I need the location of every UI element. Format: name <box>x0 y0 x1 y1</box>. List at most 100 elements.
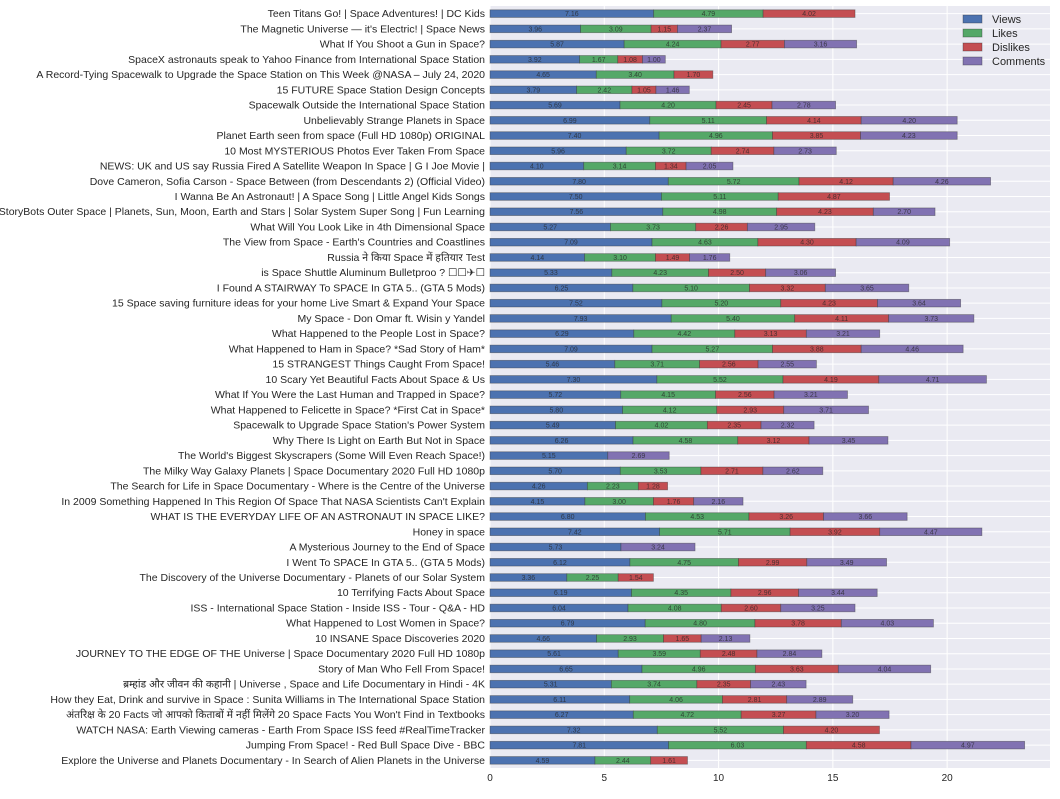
bar-segment-comments <box>642 55 666 64</box>
bar-row: 3.36 2.25 1.54 <box>489 573 654 582</box>
bar-value-label: 2.35 <box>717 682 731 689</box>
bar-segment-dislikes <box>777 192 890 201</box>
y-tick-label: The View from Space - Earth's Countries … <box>223 237 485 249</box>
bar-row: 5.61 3.59 2.48 2.84 <box>489 649 823 658</box>
bar-value-label: 3.40 <box>628 72 642 79</box>
bar-row: 6.65 4.96 3.63 4.04 <box>489 664 932 673</box>
bar-value-label: 2.84 <box>783 651 797 658</box>
bar-row: 6.11 4.06 2.81 2.89 <box>489 695 854 704</box>
bar-segment-comments <box>765 268 837 277</box>
y-tick-label: What Happened to the People Lost in Spac… <box>272 328 485 340</box>
bar-value-label: 2.16 <box>712 499 726 506</box>
bar-value-label: 4.30 <box>800 240 814 247</box>
bar-value-label: 1.61 <box>662 758 676 765</box>
bar-value-label: 1.76 <box>703 255 717 262</box>
bar-value-label: 4.58 <box>679 438 693 445</box>
bar-row: 7.40 4.96 3.85 4.23 <box>489 131 958 140</box>
bar-value-label: 2.26 <box>715 224 729 231</box>
bar-value-label: 5.27 <box>543 224 557 231</box>
bar-value-label: 1.46 <box>666 87 680 94</box>
bar-row: 6.79 4.80 3.78 4.03 <box>489 619 934 628</box>
bar-value-label: 6.29 <box>555 331 569 338</box>
bar-segment-dislikes <box>789 527 881 536</box>
y-tick-label: Spacewalk to Upgrade Space Station's Pow… <box>233 420 485 432</box>
bar-value-label: 4.02 <box>802 11 816 18</box>
bar-segment-comments <box>607 451 670 460</box>
bar-segment-comments <box>855 238 951 247</box>
x-tick-label: 0 <box>487 773 493 784</box>
legend-label: Likes <box>992 28 1018 40</box>
bar-segment-comments <box>750 679 807 689</box>
bar-value-label: 2.44 <box>616 758 630 765</box>
bar-value-label: 4.26 <box>532 484 546 491</box>
y-tick-label: The Discovery of the Universe Documentar… <box>140 572 486 584</box>
bar-value-label: 4.06 <box>669 697 683 704</box>
bar-value-label: 3.92 <box>828 529 842 536</box>
y-tick-label: 15 FUTURE Space Station Design Concepts <box>277 84 485 96</box>
y-tick-label: The Milky Way Galaxy Planets | Space Doc… <box>143 465 485 477</box>
bar-segment-comments <box>860 131 958 140</box>
bar-value-label: 2.43 <box>772 682 786 689</box>
bar-value-label: 6.99 <box>563 118 577 125</box>
bar-segment-dislikes <box>637 481 668 491</box>
bar-value-label: 4.14 <box>807 118 821 125</box>
bar-value-label: 2.93 <box>743 407 757 414</box>
bar-segment-dislikes <box>783 725 880 735</box>
bar-value-label: 1.65 <box>676 636 690 643</box>
bar-row: 4.10 3.14 1.34 2.05 <box>489 161 734 171</box>
bar-value-label: 4.15 <box>661 392 675 399</box>
bar-value-label: 3.26 <box>779 514 793 521</box>
bar-segment-comments <box>762 466 824 476</box>
bar-value-label: 7.52 <box>569 301 583 308</box>
y-tick-label: Explore the Universe and Planets Documen… <box>61 755 485 767</box>
bar-segment-comments <box>783 405 869 415</box>
bar-row: 5.70 3.53 2.71 2.62 <box>489 466 824 476</box>
bar-value-label: 4.46 <box>905 346 919 353</box>
y-tick-label: Russia ने किया Space में हतियार Test <box>327 251 485 264</box>
bar-value-label: 1.54 <box>629 575 643 582</box>
bar-value-label: 3.73 <box>646 224 660 231</box>
bar-value-label: 4.09 <box>896 240 910 247</box>
legend-swatch <box>962 28 983 38</box>
bar-segment-comments <box>805 329 881 338</box>
y-tick-label: Story of Man Who Fell From Space! <box>318 663 485 675</box>
y-tick-label: The World's Biggest Skyscrapers (Some Wi… <box>178 450 485 462</box>
bar-row: 4.59 2.44 1.61 <box>489 756 688 765</box>
bar-row: 5.49 4.02 2.35 2.32 <box>489 420 815 430</box>
bar-value-label: 1.15 <box>657 26 671 33</box>
bar-value-label: 6.25 <box>555 285 569 292</box>
bar-value-label: 4.79 <box>702 11 716 18</box>
y-tick-label: 10 Terrifying Facts About Space <box>337 587 485 599</box>
bar-value-label: 4.65 <box>536 72 550 79</box>
bar-value-label: 4.24 <box>666 42 680 49</box>
bar-value-label: 3.88 <box>810 346 824 353</box>
y-tick-label: WHAT IS THE EVERYDAY LIFE OF AN ASTRONAU… <box>150 511 485 523</box>
bar-row: 4.14 3.10 1.49 1.76 <box>489 253 731 262</box>
bar-segment-comments <box>760 420 815 430</box>
y-tick-label: Why There Is Light on Earth But Not in S… <box>273 435 485 447</box>
bar-value-label: 2.37 <box>698 26 712 33</box>
bar-value-label: 4.20 <box>661 103 675 110</box>
y-tick-label: ब्रम्हांड और जीवन की कहानी | Universe , … <box>123 678 485 691</box>
bar-value-label: 2.89 <box>813 697 827 704</box>
bar-value-label: 4.04 <box>878 666 892 673</box>
y-tick-label: Honey in space <box>413 526 486 538</box>
bar-segment-views <box>489 253 586 262</box>
bar-value-label: 5.15 <box>542 453 556 460</box>
bar-value-label: 3.96 <box>528 26 542 33</box>
bar-value-label: 7.93 <box>574 316 588 323</box>
y-tick-label: 15 STRANGEST Things Caught From Space! <box>272 359 485 371</box>
y-tick-label: What If You Shoot a Gun in Space? <box>320 39 485 51</box>
bar-value-label: 4.02 <box>655 423 669 430</box>
bar-segment-comments <box>860 116 958 125</box>
bar-row: 5.15 2.69 <box>489 451 670 460</box>
bar-segment-comments <box>892 177 991 186</box>
bar-value-label: 3.72 <box>662 148 676 155</box>
bar-segment-comments <box>860 344 964 354</box>
y-tick-label: I Found A STAIRWAY To SPACE In GTA 5.. (… <box>217 282 485 294</box>
bar-value-label: 3.06 <box>794 270 808 277</box>
bar-segment-views <box>489 85 578 95</box>
bar-value-label: 3.71 <box>819 407 833 414</box>
bar-segment-comments <box>693 497 744 506</box>
y-tick-label: 10 Scary Yet Beautiful Facts About Space… <box>266 374 485 386</box>
